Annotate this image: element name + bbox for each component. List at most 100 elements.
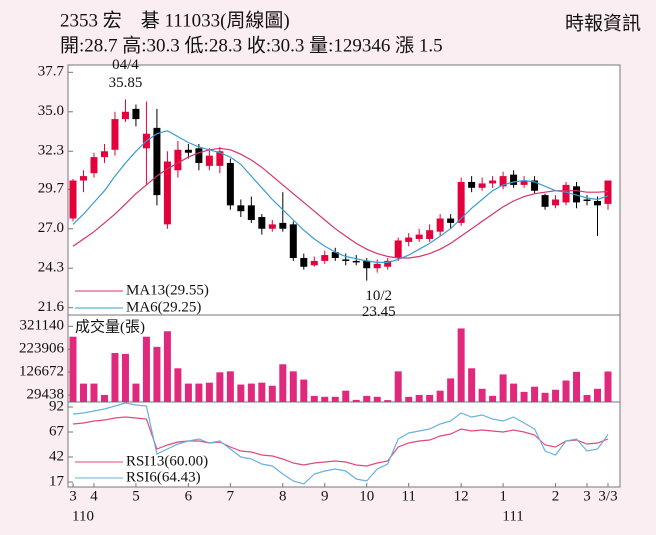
- legend-label: RSI6(64.43): [126, 469, 201, 485]
- volume-bar: [352, 399, 360, 402]
- candle-body: [541, 195, 549, 207]
- volume-bar: [331, 396, 339, 402]
- volume-bar: [174, 368, 182, 402]
- volume-bar: [258, 382, 266, 402]
- y-tick-label: 37.7: [38, 64, 65, 80]
- y-tick-label: 32.3: [38, 143, 64, 159]
- candle-body: [195, 148, 203, 163]
- candle-body: [90, 157, 98, 174]
- x-tick-label: 3: [69, 488, 77, 504]
- candle-body: [352, 260, 360, 263]
- source: 時報資訊: [565, 12, 641, 34]
- volume-bar: [132, 383, 140, 402]
- volume-bar: [205, 382, 213, 402]
- volume-bar: [552, 389, 560, 402]
- candle-body: [478, 183, 486, 188]
- candle-body: [573, 186, 581, 203]
- candle-body: [604, 180, 612, 204]
- volume-bar: [237, 384, 245, 402]
- candle-body: [163, 161, 171, 225]
- candle-body: [279, 222, 287, 229]
- volume-bar: [69, 336, 77, 402]
- candle-body: [132, 108, 140, 120]
- x-tick-label: 2: [552, 488, 560, 504]
- volume-bar: [121, 353, 129, 402]
- annotation-value: 35.85: [109, 75, 143, 91]
- candle-body: [447, 218, 455, 223]
- volume-bar: [562, 380, 570, 402]
- x-year-label: 111: [502, 508, 523, 524]
- volume-bar: [405, 396, 413, 402]
- volume-bar: [289, 371, 297, 402]
- legend-label: MA6(29.25): [126, 299, 201, 315]
- candle-body: [363, 260, 371, 269]
- y-tick-label: 17: [49, 473, 65, 489]
- annotation-date: 10/2: [365, 288, 392, 304]
- candle-body: [436, 218, 444, 232]
- volume-bar: [531, 386, 539, 402]
- candle-body: [468, 181, 476, 188]
- candle-body: [216, 151, 224, 166]
- volume-bar: [226, 371, 234, 402]
- candle-body: [499, 176, 507, 187]
- volume-bar: [510, 383, 518, 402]
- series-line: [72, 416, 609, 467]
- volume-bar: [426, 394, 434, 402]
- volume-bar: [447, 378, 455, 402]
- x-tick-label: 8: [279, 488, 287, 504]
- candle-body: [205, 155, 213, 166]
- series-line: [72, 402, 609, 485]
- volume-bar: [468, 368, 476, 402]
- volume-bar: [268, 385, 276, 402]
- candle-body: [331, 252, 339, 258]
- volume-bar: [541, 392, 549, 402]
- candle-body: [342, 259, 350, 261]
- y-tick-label: 27.0: [38, 220, 64, 236]
- volume-bar: [489, 395, 497, 402]
- y-tick-label: 321140: [20, 318, 64, 334]
- legend-label: RSI13(60.00): [126, 453, 208, 469]
- x-year-label: 110: [72, 508, 94, 524]
- volume-bar: [300, 379, 308, 402]
- candle-body: [426, 230, 434, 239]
- annotation-value: 23.45: [362, 304, 396, 320]
- volume-bar: [90, 383, 98, 402]
- y-tick-label: 126672: [19, 364, 64, 380]
- volume-bar: [415, 394, 423, 402]
- candle-body: [552, 199, 560, 206]
- candle-body: [384, 260, 392, 267]
- candle-body: [289, 224, 297, 258]
- x-tick-label: 10: [359, 488, 374, 504]
- volume-bar: [363, 395, 371, 402]
- candle-body: [79, 176, 87, 181]
- x-tick-label: 3: [583, 488, 591, 504]
- x-tick-label: 12: [454, 488, 469, 504]
- y-tick-label: 42: [49, 448, 64, 464]
- volume-bar: [520, 391, 528, 402]
- chart-title: 2353 宏 碁 111033(周線圖): [60, 9, 290, 31]
- volume-bar: [573, 371, 581, 402]
- candle-body: [489, 180, 497, 184]
- volume-bar: [279, 364, 287, 402]
- volume-bar: [111, 352, 119, 402]
- annotation-date: 04/4: [112, 57, 139, 73]
- candle-body: [100, 151, 108, 158]
- volume-bar: [436, 390, 444, 402]
- candle-body: [415, 234, 423, 239]
- volume-bar: [153, 346, 161, 402]
- candle-body: [520, 180, 528, 185]
- x-tick-label: 11: [401, 488, 415, 504]
- candle-body: [258, 217, 266, 229]
- volume-bar: [384, 400, 392, 402]
- candle-body: [247, 205, 255, 220]
- candle-body: [111, 119, 119, 150]
- y-tick-label: 24.3: [38, 260, 64, 276]
- candle-body: [69, 180, 77, 219]
- legend-label: MA13(29.55): [126, 282, 209, 298]
- volume-bar: [583, 394, 591, 402]
- x-tick-label: 5: [132, 488, 140, 504]
- volume-bar: [184, 383, 192, 402]
- x-tick-label: 9: [321, 488, 329, 504]
- candle-body: [226, 162, 234, 206]
- candle-body: [594, 200, 602, 206]
